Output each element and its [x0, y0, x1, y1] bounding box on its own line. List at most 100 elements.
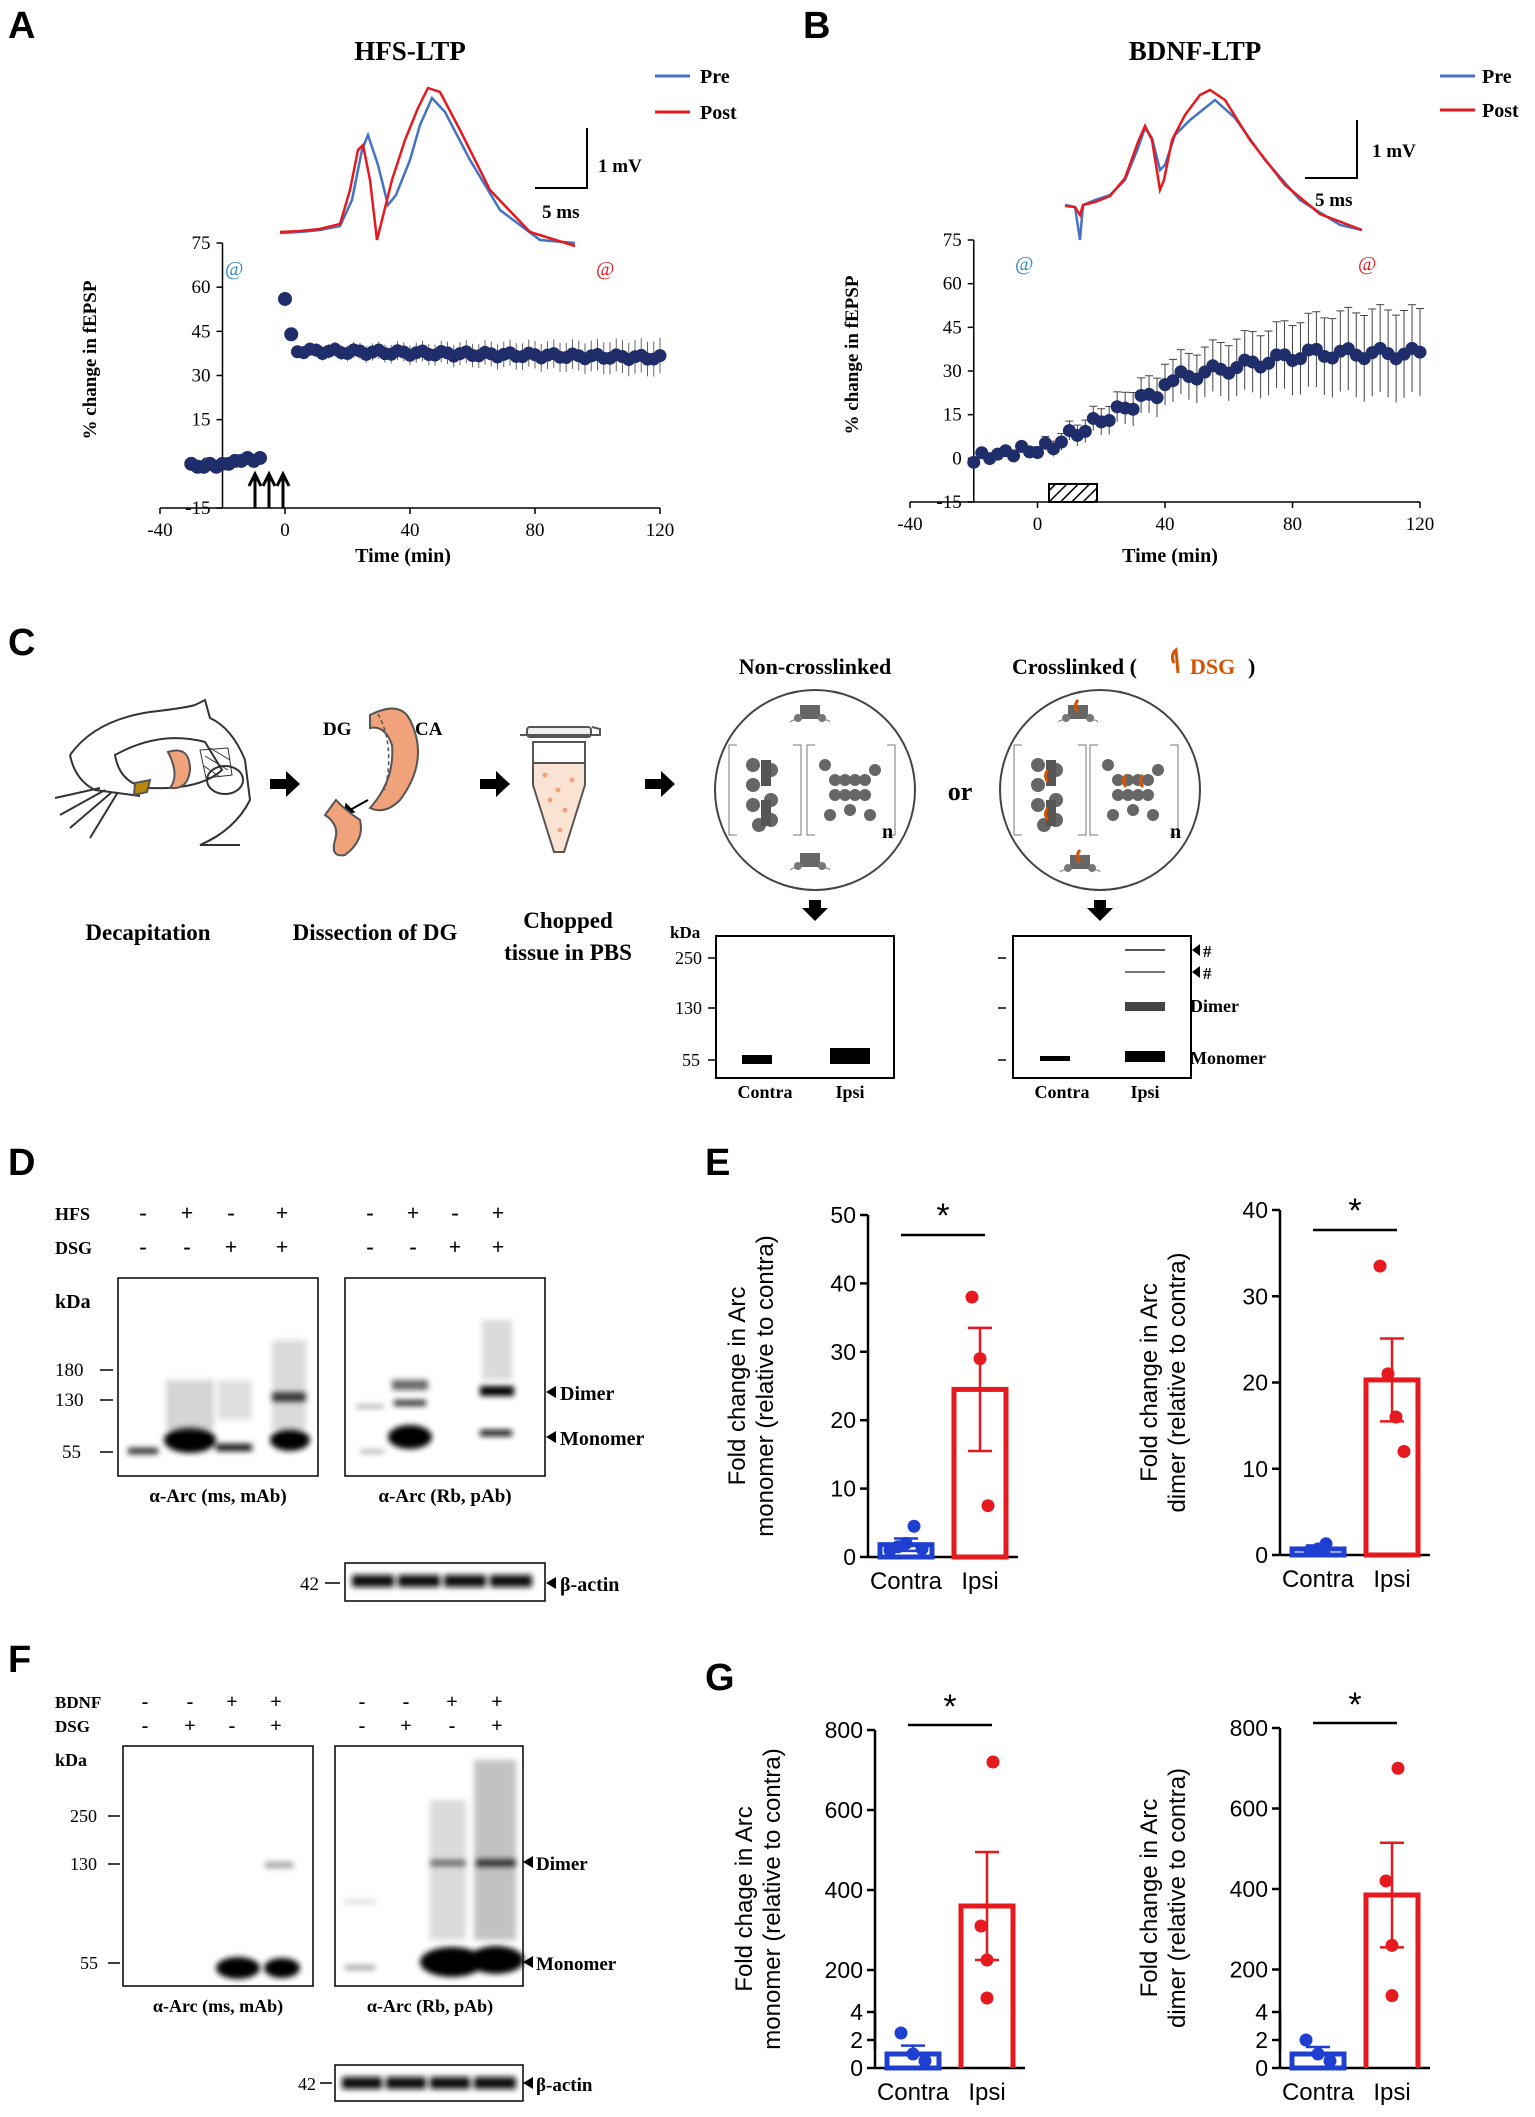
trace-post-b — [1064, 88, 1363, 232]
treatment-sign: - — [359, 1715, 366, 1737]
chart-g2-ytick-upper: 800 — [1230, 1715, 1268, 1741]
ladder-130-d: 130 — [55, 1390, 84, 1411]
band-cross-ipsi — [1125, 1051, 1165, 1062]
bdnf-row-label: BDNF — [55, 1693, 101, 1712]
noncrosslinked-title: Non-crosslinked — [739, 654, 891, 679]
treatment-sign: + — [226, 1691, 237, 1713]
dimer-label-c: Dimer — [1190, 996, 1239, 1016]
chart-g2-point — [1323, 2054, 1337, 2068]
kda-label-c: kDa — [670, 923, 701, 942]
trace-pre-b — [1064, 98, 1363, 241]
kda-label-f: kDa — [55, 1750, 87, 1770]
panel-a-ylabel: % change in fEPSP — [80, 280, 101, 439]
chart-g2-xtick: Ipsi — [1373, 2079, 1410, 2106]
chart-g1-point — [986, 1755, 1000, 1769]
chart-g2-point — [1385, 1989, 1399, 2003]
panel-d-signs: - + - + - - + + - + - + - - + + — [139, 1200, 504, 1259]
treatment-sign: + — [446, 1691, 457, 1713]
panel-f: F BDNF DSG - - + +- + - +- - + +- + - + kDa 250 130 … — [8, 1639, 617, 2102]
treatment-sign: + — [276, 1200, 289, 1225]
panel-letter-f: F — [8, 1639, 31, 1681]
data-point — [1293, 352, 1307, 366]
blot-d-mab-bands — [128, 1340, 310, 1454]
actin-label-f: β-actin — [536, 2075, 593, 2096]
arrow-step-2 — [480, 771, 510, 797]
panel-b-title: BDNF-LTP — [1129, 36, 1262, 66]
panel-b-ytick: 0 — [952, 448, 962, 469]
panel-letter-c: C — [8, 622, 35, 664]
protein-network — [1089, 744, 1179, 836]
actin-bands-d — [352, 1575, 532, 1587]
panel-a-xtick: 0 — [280, 520, 290, 541]
chart-e2-point — [1381, 1367, 1395, 1381]
treatment-sign: + — [491, 1691, 502, 1713]
legend-pre-label-b: Pre — [1482, 66, 1512, 88]
data-point — [1166, 374, 1180, 388]
chart-e2-ylabel-1: Fold change in Arc — [1136, 1283, 1163, 1482]
actin-kda-f: 42 — [298, 2074, 316, 2094]
chart-e1-point — [981, 1499, 995, 1513]
panel-a-points — [184, 291, 667, 474]
chart-e2-ytick: 20 — [1242, 1370, 1268, 1396]
ladder-130-f: 130 — [70, 1854, 97, 1874]
hfs-arrows — [247, 470, 291, 508]
treatment-sign: - — [403, 1691, 410, 1713]
at-marker-post-b: @ — [1358, 253, 1376, 275]
chart-e1-ytick: 0 — [843, 1544, 856, 1570]
hfs-row-label: HFS — [55, 1204, 90, 1224]
data-point-post — [284, 327, 299, 342]
chart-g1-ytick-lower: 4 — [850, 1999, 863, 2025]
monomer-label-d: Monomer — [560, 1428, 645, 1450]
treatment-sign: + — [225, 1234, 238, 1259]
panel-letter-b: B — [803, 5, 830, 47]
panel-a-xtick: 40 — [401, 520, 420, 541]
scale-mv-a: 1 mV — [598, 156, 642, 177]
blot-d-pab — [344, 1277, 546, 1477]
data-point — [1262, 356, 1276, 370]
ladder-130-c: 130 — [675, 998, 702, 1018]
panel-f-signs: - - + +- + - +- - + +- + - + — [142, 1691, 503, 1737]
ladder-55-c: 55 — [682, 1050, 700, 1070]
treatment-sign: - — [139, 1234, 146, 1259]
chart-e1-ytick: 10 — [830, 1476, 856, 1502]
treatment-sign: + — [449, 1234, 462, 1259]
at-marker-pre-a: @ — [225, 258, 243, 280]
panel-a-ytick: 30 — [192, 366, 211, 387]
ladder-55-d: 55 — [62, 1442, 81, 1463]
chart-g2-ylabel-2: dimer (relative to contra) — [1164, 1768, 1191, 2028]
blot-d-mab-label: α-Arc (ms, mAb) — [149, 1486, 286, 1507]
protein-network — [806, 744, 896, 836]
chart-g1-ytick-upper: 800 — [825, 1717, 863, 1743]
monomer-label-c: Monomer — [1190, 1048, 1266, 1068]
hash-label-2: # — [1203, 964, 1212, 983]
dimer-label-d: Dimer — [560, 1383, 615, 1405]
treatment-sign: - — [139, 1200, 146, 1225]
lane-ipsi-c1: Ipsi — [835, 1082, 864, 1102]
chart-e2-xtick: Contra — [1282, 1566, 1355, 1593]
crosslinked-dsg: DSG — [1190, 654, 1235, 679]
scale-ms-a: 5 ms — [542, 202, 579, 223]
hash-label-1: # — [1203, 942, 1212, 961]
panel-b-xtick: 0 — [1033, 514, 1043, 535]
band-noncross-contra — [742, 1055, 772, 1064]
chart-g2-ytick-lower: 4 — [1255, 1999, 1268, 2025]
blot-f-pab-label: α-Arc (Rb, pAb) — [367, 1996, 493, 2017]
chart-e1-point — [973, 1352, 987, 1366]
chart-e1-ytick: 30 — [830, 1339, 856, 1365]
arrow-down-noncross — [802, 900, 828, 921]
data-point — [1054, 435, 1068, 449]
panel-b-ylabel: % change in fEPSP — [842, 275, 863, 434]
blot-d-pab-bands — [356, 1320, 514, 1453]
chart-g2-point — [1379, 1874, 1393, 1888]
legend-pre-label: Pre — [700, 66, 730, 88]
chart-e2-xtick: Ipsi — [1373, 1566, 1410, 1593]
step-chopped: Chopped — [523, 908, 613, 933]
ladder-250-f: 250 — [70, 1806, 97, 1826]
panel-b-xtick: -40 — [897, 514, 922, 535]
chart-g2-point — [1385, 1938, 1399, 1952]
chart-e2-sig-star: * — [1348, 1192, 1361, 1230]
treatment-sign: + — [491, 1715, 502, 1737]
data-point — [1413, 345, 1427, 359]
protein-complex — [1057, 699, 1099, 723]
